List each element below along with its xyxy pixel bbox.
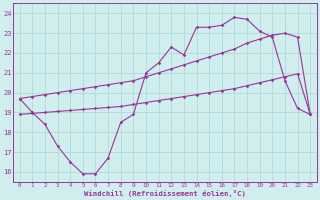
X-axis label: Windchill (Refroidissement éolien,°C): Windchill (Refroidissement éolien,°C) [84, 190, 246, 197]
